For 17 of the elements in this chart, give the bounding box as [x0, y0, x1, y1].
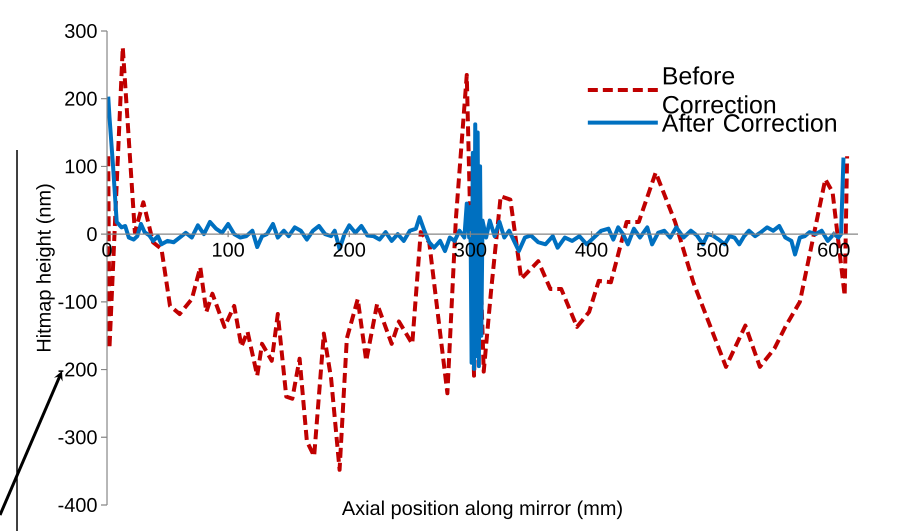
x-tick-label: 600 — [818, 242, 850, 257]
y-tick-label: 100 — [66, 159, 97, 174]
y-tick-label: 200 — [65, 92, 97, 106]
y-axis-title: Hitmap height (nm) — [36, 184, 55, 352]
y-tick-label: 300 — [65, 24, 97, 38]
legend-label: After Correction — [662, 114, 836, 132]
y-tick-label: -200 — [58, 362, 97, 377]
x-tick-label: 400 — [575, 242, 608, 257]
y-tick-label: -400 — [58, 498, 97, 512]
legend-label: Before Correction — [663, 66, 776, 114]
y-tick-label: -100 — [58, 294, 97, 309]
x-tick-label: 100 — [213, 242, 244, 257]
y-tick-label: 0 — [87, 227, 97, 242]
x-tick-label: 200 — [334, 242, 366, 257]
y-tick-label: -300 — [58, 430, 97, 444]
x-axis-title: Axial position along mirror (mm) — [342, 500, 622, 520]
x-tick-label: 500 — [696, 242, 728, 257]
